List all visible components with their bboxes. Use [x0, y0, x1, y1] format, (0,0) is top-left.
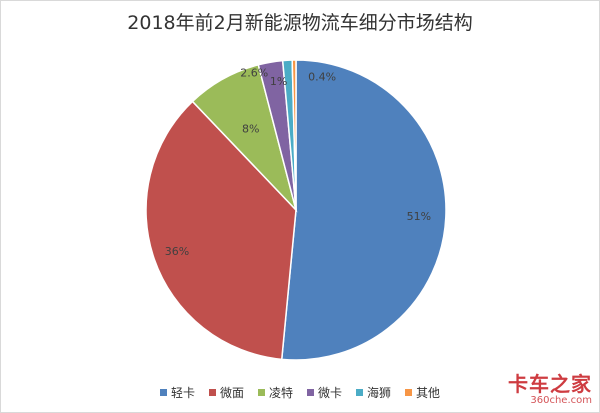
data-label-6: 0.4% [308, 71, 336, 84]
legend-item-1: 轻卡 [159, 384, 195, 401]
legend-label-6: 其他 [416, 386, 441, 400]
pie-slice-6 [291, 59, 297, 211]
watermark-logo: 卡车之家 360che.com [500, 373, 592, 407]
legend-swatch-1 [159, 389, 167, 396]
data-label-2: 36% [165, 245, 189, 258]
legend-label-1: 轻卡 [170, 386, 195, 400]
legend-swatch-2 [208, 389, 216, 396]
legend-swatch-3 [257, 389, 265, 396]
legend-swatch-6 [405, 389, 413, 396]
legend-item-5: 海狮 [356, 384, 391, 401]
chart-title: 2018年前2月新能源物流车细分市场结构 [127, 12, 473, 34]
legend-item-4: 微卡 [307, 384, 342, 401]
legend-item-2: 微面 [208, 384, 244, 401]
legend-item-3: 凌特 [257, 384, 293, 401]
data-label-1: 51% [407, 210, 431, 223]
legend-label-5: 海狮 [367, 386, 392, 400]
pie-slice-1 [280, 59, 447, 361]
legend-item-6: 其他 [405, 384, 440, 401]
legend-label-2: 微面 [219, 386, 244, 400]
watermark-main: 卡车之家 [508, 372, 592, 396]
data-label-5: 1% [270, 75, 287, 88]
legend-swatch-4 [307, 389, 314, 396]
pie-slice-2 [145, 100, 297, 361]
legend-label-4: 微卡 [318, 386, 343, 400]
data-label-3: 8% [242, 123, 259, 136]
legend-swatch-5 [356, 389, 364, 396]
legend-label-3: 凌特 [268, 386, 293, 400]
chart-legend: 轻卡 微面 凌特 微卡 海狮 其他 [0, 384, 600, 401]
data-label-4: 2.6% [240, 67, 268, 80]
watermark-sub: 360che.com [530, 395, 592, 406]
